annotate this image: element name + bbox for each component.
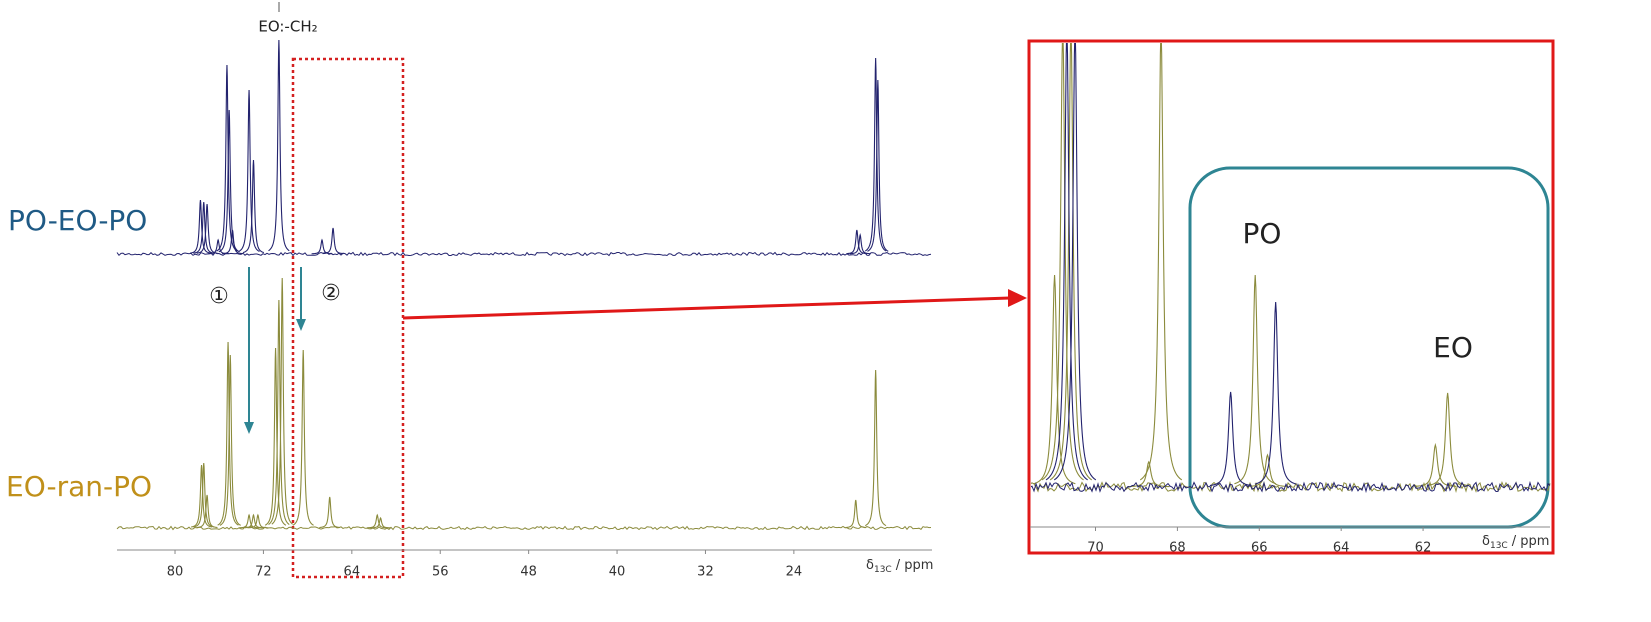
peak — [1426, 392, 1469, 487]
peak — [217, 341, 239, 526]
x-tick-label: 80 — [167, 565, 184, 580]
peak — [218, 109, 240, 253]
peak — [242, 159, 265, 254]
peak — [243, 513, 264, 529]
peak — [322, 227, 344, 255]
peak — [865, 369, 887, 527]
peak — [216, 64, 238, 252]
x-tick-label: 70 — [1087, 541, 1104, 556]
peak — [1045, 43, 1088, 481]
axis-title-subscript: 13C — [874, 565, 892, 575]
baseline-noise — [1031, 480, 1551, 494]
peak — [846, 229, 868, 255]
zoom-region — [291, 57, 405, 579]
peak — [268, 299, 290, 525]
plot-area — [1031, 43, 1551, 494]
axis-title-symbol: δ — [1482, 534, 1490, 549]
axis-title-unit: / ppm — [896, 558, 934, 573]
x-axis-title: δ13C / ppm — [866, 558, 933, 575]
peak — [189, 199, 211, 254]
peak — [193, 201, 215, 254]
peak — [311, 238, 333, 255]
peak — [864, 57, 887, 252]
peak — [1033, 274, 1076, 485]
x-tick-label: 48 — [520, 565, 537, 580]
peak — [1127, 460, 1170, 488]
peak — [1209, 391, 1252, 487]
x-tick-label: 66 — [1251, 541, 1268, 556]
peak — [238, 89, 260, 252]
peak — [1246, 453, 1289, 488]
peak — [191, 464, 213, 528]
peak — [268, 39, 290, 252]
annotation: EO:-CH₂ — [258, 18, 317, 36]
peak — [370, 516, 391, 529]
baseline-noise — [116, 525, 932, 531]
x-tick-label: 72 — [255, 565, 272, 580]
baseline-noise — [116, 251, 932, 257]
peak — [264, 347, 287, 526]
axis-title-symbol: δ — [866, 558, 874, 573]
arrow-2-head — [296, 319, 306, 331]
x-tick-label: 64 — [1333, 541, 1350, 556]
peak — [271, 277, 293, 525]
annotation: ① — [209, 284, 229, 309]
peak — [219, 354, 241, 526]
peak — [196, 494, 218, 529]
arrow-1-head — [244, 422, 254, 434]
axis-title-subscript: 13C — [1490, 541, 1508, 551]
zoom-arrow — [402, 296, 1011, 320]
peak — [319, 496, 341, 529]
x-axis-title: δ13C / ppm — [1482, 534, 1549, 551]
plot-area — [116, 39, 932, 531]
series-label: PO-EO-PO — [8, 204, 147, 237]
peak — [1234, 274, 1277, 485]
peak — [238, 513, 260, 529]
peak — [1041, 43, 1084, 481]
peak — [222, 229, 243, 255]
x-tick-label: 68 — [1169, 541, 1186, 556]
x-tick-label: 62 — [1415, 541, 1432, 556]
inset-frame — [1027, 39, 1555, 555]
annotation: ② — [321, 281, 341, 306]
peak — [1254, 301, 1297, 485]
x-tick-label: 24 — [786, 565, 803, 580]
x-tick-label: 56 — [432, 565, 449, 580]
peak — [1049, 43, 1093, 481]
x-tick-label: 32 — [697, 565, 714, 580]
peak — [1414, 442, 1457, 487]
annotation: EO — [1433, 331, 1473, 364]
peak — [849, 233, 871, 255]
peak — [247, 513, 269, 529]
x-tick-label: 64 — [344, 565, 361, 580]
annotation: PO — [1243, 217, 1282, 250]
peak — [1139, 43, 1183, 481]
series-label: EO-ran-PO — [6, 470, 152, 503]
peak — [366, 513, 388, 529]
peak — [292, 349, 314, 526]
peak — [1053, 43, 1097, 481]
axis-title-unit: / ppm — [1512, 534, 1550, 549]
peak — [193, 462, 215, 528]
peak — [845, 499, 867, 529]
peak — [867, 79, 889, 252]
x-tick-label: 40 — [609, 565, 626, 580]
arrow-head — [1008, 289, 1027, 307]
